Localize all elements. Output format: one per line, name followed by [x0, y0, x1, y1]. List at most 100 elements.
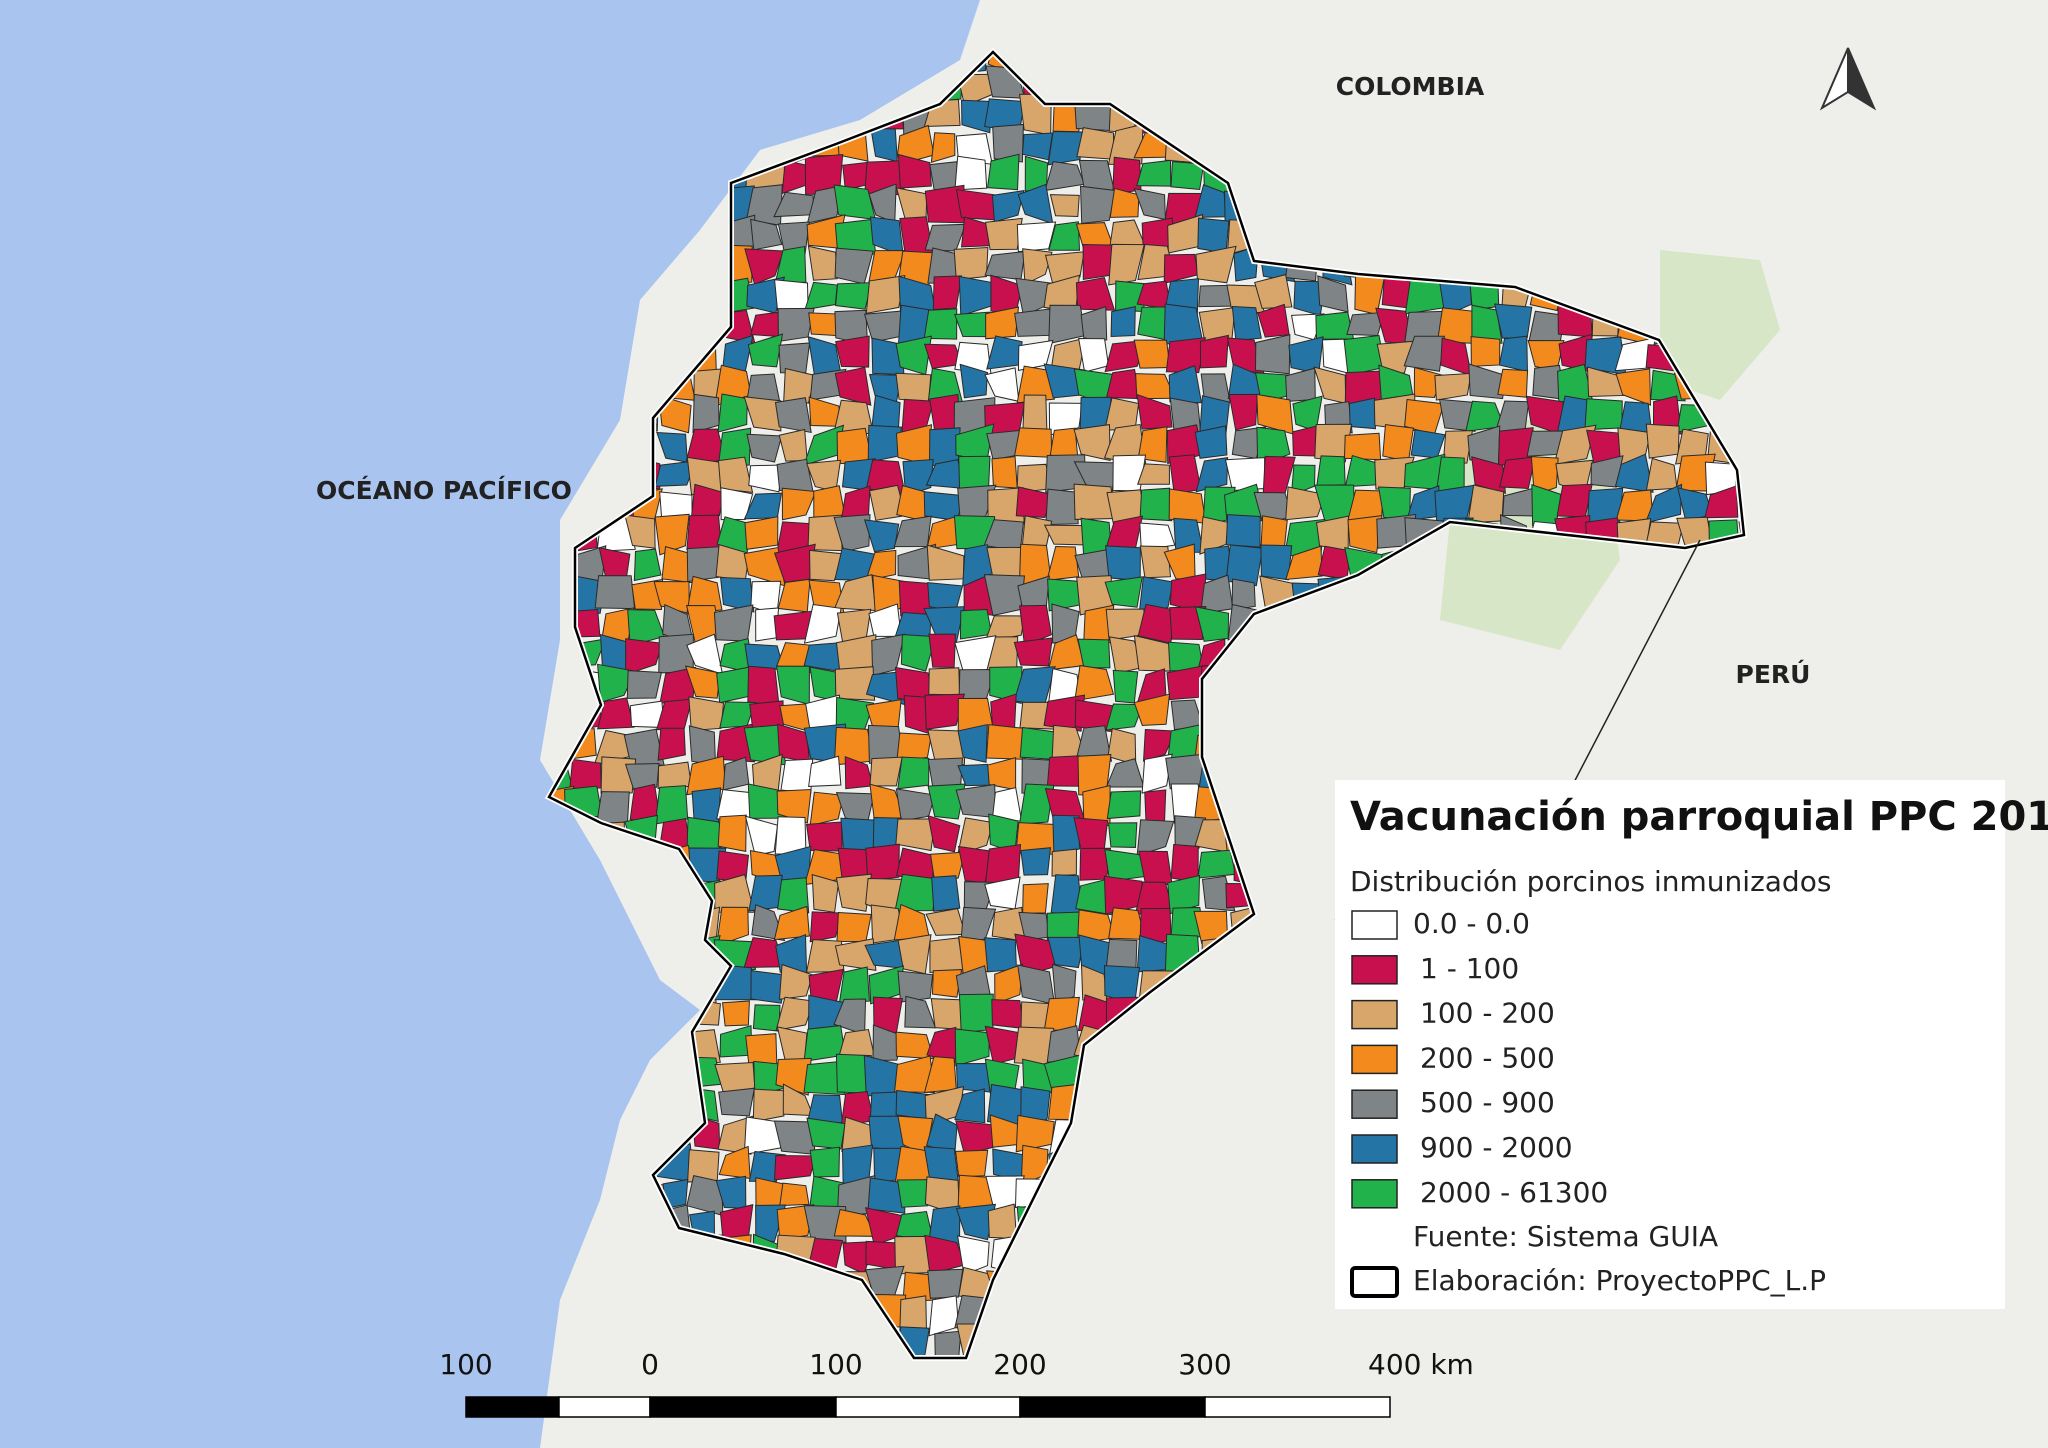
parish — [1136, 463, 1170, 485]
parish — [806, 1117, 846, 1150]
parish — [717, 814, 747, 853]
parish — [897, 970, 934, 1003]
scale-segment — [835, 1396, 1021, 1418]
parish — [1704, 485, 1739, 519]
legend-swatch — [1351, 1179, 1398, 1209]
legend-label: 1 - 100 — [1420, 952, 1519, 985]
parish — [1224, 457, 1266, 492]
parish — [1049, 194, 1080, 217]
parish — [991, 456, 1018, 489]
parish — [927, 757, 964, 789]
parish — [747, 665, 780, 707]
parish — [1043, 694, 1086, 732]
parish — [752, 1088, 786, 1123]
parish — [894, 873, 937, 912]
scale-label: 100 — [439, 1348, 492, 1381]
parish — [654, 785, 689, 825]
parish — [923, 308, 958, 340]
parish — [954, 1028, 990, 1067]
parish — [1225, 514, 1261, 548]
parish — [718, 1087, 756, 1117]
legend-swatch — [1351, 955, 1398, 985]
legend-swatch — [1351, 999, 1398, 1030]
parish — [1231, 578, 1256, 611]
scale-segment — [1204, 1396, 1391, 1418]
parish — [927, 783, 966, 820]
parish — [805, 821, 843, 852]
parish — [955, 1203, 997, 1241]
parish — [778, 342, 811, 374]
parish — [865, 549, 897, 582]
parish — [927, 814, 961, 853]
parish — [774, 397, 812, 434]
parish — [1133, 693, 1171, 726]
parish — [807, 245, 838, 281]
parish — [1046, 546, 1080, 581]
parish — [1136, 393, 1173, 430]
parish — [686, 514, 723, 552]
parish — [1107, 123, 1144, 165]
country-label: PERÚ — [1736, 659, 1811, 689]
parish — [774, 279, 809, 313]
parish — [1645, 423, 1680, 459]
parish — [809, 911, 844, 943]
parish — [835, 335, 870, 368]
parish — [1614, 453, 1654, 493]
parish — [1139, 545, 1172, 579]
parish — [717, 456, 754, 493]
parish — [808, 755, 842, 787]
parish — [1348, 397, 1377, 430]
parish — [1016, 221, 1057, 253]
parish — [624, 514, 656, 549]
parish — [959, 609, 993, 640]
parish — [1260, 544, 1293, 581]
parish — [1043, 996, 1080, 1032]
parish — [1075, 276, 1116, 311]
scale-label: 0 — [641, 1348, 659, 1381]
parish — [686, 575, 723, 615]
scale-label: 200 — [993, 1348, 1046, 1381]
parish — [776, 877, 810, 914]
parish — [1022, 394, 1048, 434]
parish — [930, 132, 956, 164]
parish — [746, 373, 781, 402]
parish — [928, 633, 956, 668]
parish — [1045, 488, 1079, 526]
legend-label: 100 - 200 — [1420, 997, 1555, 1030]
parish — [1438, 398, 1476, 432]
parish — [900, 634, 937, 672]
parish — [625, 638, 663, 676]
scale-label: 100 — [809, 1348, 862, 1381]
parish — [1195, 245, 1237, 284]
parish — [1285, 486, 1327, 521]
parish — [778, 963, 814, 1000]
parish — [1051, 848, 1077, 877]
parish — [1106, 790, 1142, 820]
parish — [924, 693, 966, 730]
parish — [955, 783, 997, 819]
parish — [1022, 248, 1053, 286]
north-arrow — [1819, 47, 1877, 111]
parish — [657, 727, 686, 761]
parish — [955, 188, 996, 221]
parish — [1133, 634, 1176, 672]
parish — [994, 963, 1024, 1005]
parish — [745, 1033, 778, 1066]
parish — [959, 363, 988, 399]
parish — [927, 729, 967, 766]
parish — [957, 723, 988, 763]
parish — [985, 724, 1026, 760]
parish — [686, 546, 720, 583]
parish — [1076, 127, 1115, 160]
parish — [752, 1004, 781, 1032]
parish — [1020, 1086, 1051, 1126]
parish — [594, 575, 636, 610]
parish — [865, 843, 900, 881]
parish — [1442, 430, 1474, 465]
parish — [865, 274, 906, 314]
parish — [1139, 487, 1173, 522]
parish — [687, 1149, 720, 1183]
parish — [783, 367, 816, 404]
legend-credit: Elaboración: ProyectoPPC_L.P — [1413, 1264, 1826, 1297]
parish — [809, 1146, 841, 1178]
